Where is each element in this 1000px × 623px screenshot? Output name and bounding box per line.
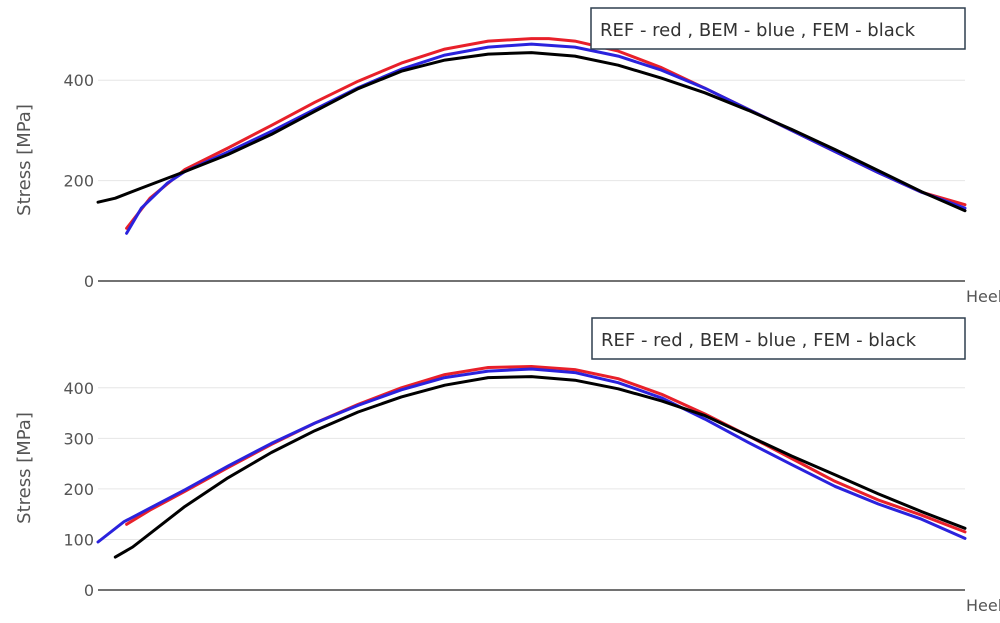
series-line-3 bbox=[113, 375, 967, 559]
y-tick-label: 400 bbox=[63, 379, 94, 398]
y-tick-label: 0 bbox=[84, 581, 94, 600]
legend: REF - red , BEM - blue , FEM - black bbox=[591, 317, 966, 360]
y-tick-label: 0 bbox=[84, 272, 94, 291]
series-line-2 bbox=[125, 42, 967, 235]
legend-box bbox=[591, 317, 966, 360]
x-axis-label: Heel bbox=[966, 287, 1000, 306]
y-axis-label: Stress [MPa] bbox=[14, 412, 35, 524]
y-tick-label: 100 bbox=[63, 530, 94, 549]
chart-panel-2: 0 100 200 300 400 Heel Stress [MPa] REF - red ,… bbox=[14, 317, 1000, 615]
y-tick-label: 200 bbox=[63, 480, 94, 499]
y-tick-label: 200 bbox=[63, 172, 94, 191]
series-line-3 bbox=[96, 51, 967, 213]
y-tick-label: 300 bbox=[63, 429, 94, 448]
legend-text: REF - red , BEM - blue , FEM - black bbox=[600, 20, 916, 41]
legend-text: REF - red , BEM - blue , FEM - black bbox=[601, 330, 917, 351]
series-line-1 bbox=[125, 365, 967, 534]
y-axis-label: Stress [MPa] bbox=[14, 104, 35, 216]
series-line-1 bbox=[125, 37, 967, 230]
legend-box bbox=[590, 7, 966, 50]
x-axis-label: Heel bbox=[966, 596, 1000, 615]
legend: REF - red , BEM - blue , FEM - black bbox=[590, 7, 966, 50]
y-tick-label: 400 bbox=[63, 71, 94, 90]
chart-panel-1: 0 200 400 Heel Stress [MPa] REF - red , BEM -… bbox=[14, 7, 1000, 306]
series-line-2 bbox=[96, 367, 967, 544]
